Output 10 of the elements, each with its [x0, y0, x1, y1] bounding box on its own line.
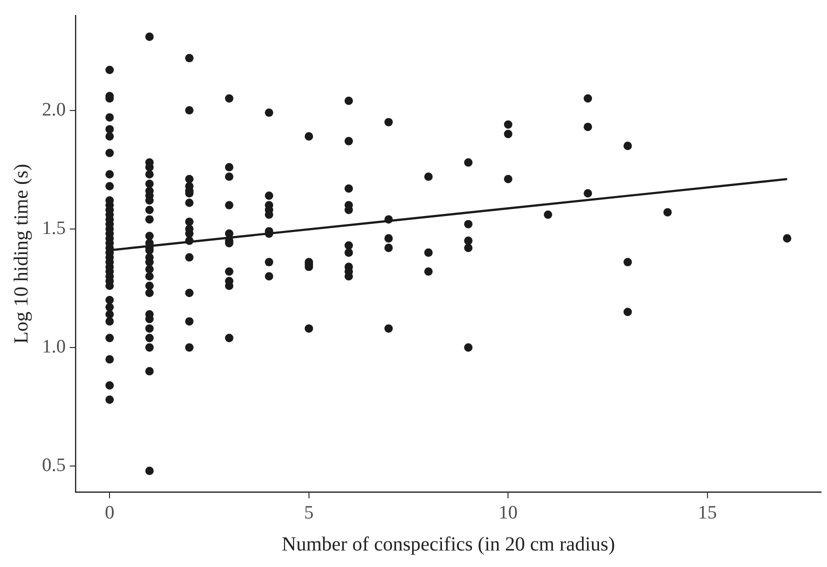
y-tick-label: 2.0: [42, 99, 66, 120]
x-tick-label: 0: [104, 502, 114, 524]
y-tick-label: 0.5: [42, 455, 66, 476]
x-axis-title: Number of conspecifics (in 20 cm radius): [282, 533, 615, 556]
y-tick-label: 1.5: [42, 218, 66, 239]
y-tick-label: 1.0: [42, 336, 66, 358]
x-tick-label: 15: [698, 502, 717, 524]
y-axis-title: Log 10 hiding time (s): [10, 164, 32, 344]
x-tick-label: 5: [304, 502, 314, 524]
x-tick-label: 10: [498, 502, 518, 524]
